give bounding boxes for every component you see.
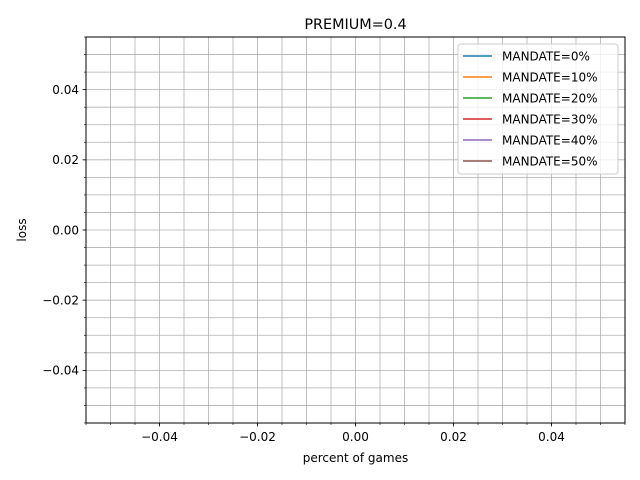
- legend-label: MANDATE=30%: [502, 112, 597, 126]
- y-tick-label: 0.02: [52, 153, 79, 167]
- y-tick-label: −0.04: [42, 364, 79, 378]
- y-tick-label: 0.00: [52, 223, 79, 237]
- legend-box: [457, 43, 619, 175]
- y-axis: −0.04 −0.02 0.00 0.02 0.04: [42, 36, 86, 424]
- y-axis-label: loss: [15, 218, 29, 241]
- x-tick-label: −0.02: [239, 430, 276, 444]
- x-tick-label: 0.02: [440, 430, 467, 444]
- x-axis-label: percent of games: [303, 451, 408, 465]
- x-axis: −0.04 −0.02 0.00 0.02 0.04: [85, 423, 626, 444]
- legend: MANDATE=0% MANDATE=10% MANDATE=20% MANDATE=…: [457, 43, 619, 175]
- legend-label: MANDATE=50%: [502, 154, 597, 168]
- plot-frame: [85, 36, 626, 424]
- x-tick-label: −0.04: [141, 430, 178, 444]
- y-tick-label: 0.04: [52, 83, 79, 97]
- chart-title: PREMIUM=0.4: [304, 17, 406, 33]
- y-tick-label: −0.02: [42, 293, 79, 307]
- x-tick-label: 0.04: [538, 430, 565, 444]
- x-tick-label: 0.00: [342, 430, 369, 444]
- legend-label: MANDATE=10%: [502, 70, 597, 84]
- legend-label: MANDATE=0%: [502, 49, 590, 63]
- legend-label: MANDATE=20%: [502, 91, 597, 105]
- legend-label: MANDATE=40%: [502, 133, 597, 147]
